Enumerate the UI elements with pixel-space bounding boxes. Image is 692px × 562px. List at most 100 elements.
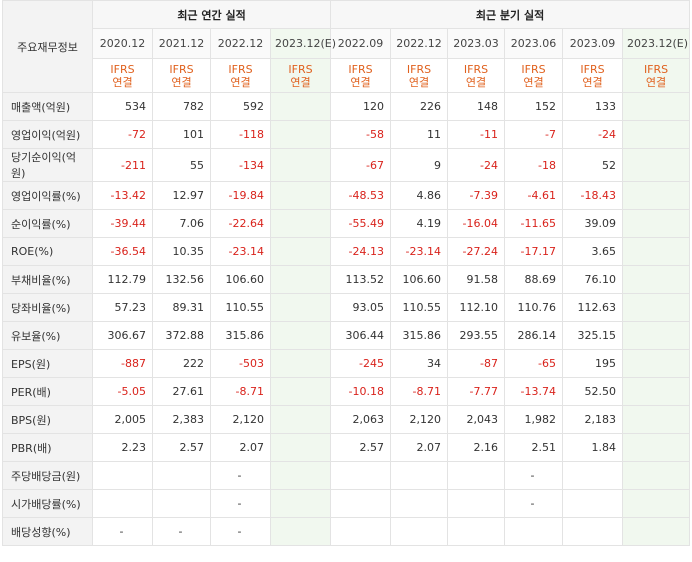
table-cell: [92, 461, 153, 490]
table-cell: 286.14: [504, 321, 564, 350]
basis-standard: IFRS: [463, 62, 489, 76]
table-cell: [622, 321, 691, 350]
table-cell: 110.55: [390, 293, 449, 322]
table-cell: 39.09: [562, 209, 624, 238]
table-cell: [269, 517, 332, 546]
period-header: 2023.12(E): [622, 28, 691, 59]
basis-scope: 연결: [582, 75, 603, 89]
row-label: 당좌비율(%): [2, 293, 93, 322]
basis-standard: IFRS: [348, 62, 373, 76]
table-cell: 3.65: [562, 237, 624, 266]
table-cell: 2.23: [92, 433, 153, 462]
table-cell: [269, 321, 332, 350]
table-cell: 2,120: [210, 405, 271, 434]
table-cell: [390, 517, 449, 546]
table-cell: 7.06: [152, 209, 211, 238]
table-row: 매출액(억원) 534 782 592 120 226 148 152 133: [2, 92, 691, 121]
accounting-basis-label: IFRS 연결: [330, 58, 392, 93]
period-header: 2022.09: [330, 28, 392, 59]
row-label: 영업이익(억원): [2, 120, 93, 149]
table-cell: -10.18: [330, 377, 392, 406]
table-cell: 133: [562, 92, 624, 121]
basis-scope: 연결: [350, 75, 371, 89]
table-cell: -39.44: [92, 209, 153, 238]
period-header: 2023.12(E): [269, 28, 336, 59]
table-cell: 120: [330, 92, 392, 121]
table-cell: [269, 148, 332, 182]
row-label: ROE(%): [2, 237, 93, 266]
table-cell: -8.71: [210, 377, 271, 406]
corner-label: 주요재무정보: [2, 0, 93, 93]
table-cell: -36.54: [92, 237, 153, 266]
table-row: 영업이익률(%) -13.42 12.97 -19.84 -48.53 4.86 -7.39…: [2, 181, 691, 210]
table-cell: 11: [390, 120, 449, 149]
table-cell: 110.76: [504, 293, 564, 322]
table-cell: [269, 237, 332, 266]
table-cell: 76.10: [562, 265, 624, 294]
table-cell: -8.71: [390, 377, 449, 406]
accounting-basis-label: IFRS 연결: [562, 58, 624, 93]
table-cell: 106.60: [210, 265, 271, 294]
table-cell: -16.04: [447, 209, 506, 238]
table-cell: [622, 92, 691, 121]
table-cell: -: [210, 489, 271, 518]
table-row: 시가배당률(%) - -: [2, 489, 691, 518]
table-cell: -24.13: [330, 237, 392, 266]
basis-standard: IFRS: [580, 62, 605, 76]
table-cell: -7.39: [447, 181, 506, 210]
table-cell: [269, 405, 332, 434]
table-cell: 2.57: [152, 433, 211, 462]
table-cell: 34: [390, 349, 449, 378]
table-cell: 2,183: [562, 405, 624, 434]
table-cell: 222: [152, 349, 211, 378]
table-cell: 148: [447, 92, 506, 121]
table-cell: 2.07: [390, 433, 449, 462]
table-cell: 55: [152, 148, 211, 182]
table-cell: 113.52: [330, 265, 392, 294]
table-cell: [622, 237, 691, 266]
table-cell: -24: [562, 120, 624, 149]
table-cell: [330, 489, 392, 518]
table-cell: -: [210, 461, 271, 490]
table-cell: 315.86: [210, 321, 271, 350]
table-cell: -: [504, 489, 564, 518]
table-cell: [447, 461, 506, 490]
basis-standard: IFRS: [521, 62, 546, 76]
accounting-basis-label: IFRS 연결: [152, 58, 211, 93]
table-cell: [152, 461, 211, 490]
table-row: 당기순이익(억원) -211 55 -134 -67 9 -24 -18 52: [2, 148, 691, 182]
accounting-basis-label: IFRS 연결: [504, 58, 564, 93]
table-cell: -23.14: [390, 237, 449, 266]
table-cell: -: [152, 517, 211, 546]
accounting-basis-label: IFRS 연결: [210, 58, 271, 93]
period-header: 2020.12: [92, 28, 153, 59]
table-cell: [622, 209, 691, 238]
table-cell: -24: [447, 148, 506, 182]
basis-standard: IFRS: [288, 62, 313, 76]
table-cell: [269, 120, 332, 149]
table-cell: 592: [210, 92, 271, 121]
table-cell: 10.35: [152, 237, 211, 266]
period-header: 2023.03: [447, 28, 506, 59]
table-cell: [622, 293, 691, 322]
table-cell: 2,063: [330, 405, 392, 434]
accounting-basis-label: IFRS 연결: [447, 58, 506, 93]
row-label: 배당성향(%): [2, 517, 93, 546]
table-cell: 315.86: [390, 321, 449, 350]
table-cell: [330, 517, 392, 546]
table-cell: -: [92, 517, 153, 546]
table-cell: 534: [92, 92, 153, 121]
basis-scope: 연결: [408, 75, 430, 89]
row-label: 영업이익률(%): [2, 181, 93, 210]
table-cell: 2.57: [330, 433, 392, 462]
table-cell: -: [504, 461, 564, 490]
table-row: EPS(원) -887 222 -503 -245 34 -87 -65 195: [2, 349, 691, 378]
period-header: 2022.12: [210, 28, 271, 59]
table-cell: [269, 489, 332, 518]
table-cell: [622, 148, 691, 182]
table-cell: [269, 349, 332, 378]
table-cell: [390, 461, 449, 490]
table-cell: -58: [330, 120, 392, 149]
table-row: 순이익률(%) -39.44 7.06 -22.64 -55.49 4.19 -16.04-…: [2, 209, 691, 238]
table-cell: [562, 517, 624, 546]
